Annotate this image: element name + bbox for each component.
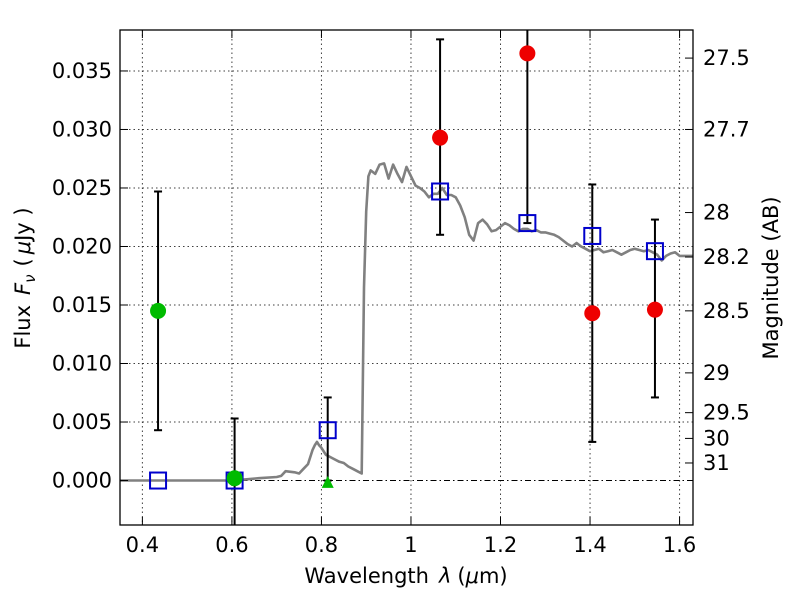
y-tick-label: 0.010 bbox=[52, 352, 112, 376]
grid bbox=[120, 30, 693, 525]
y-tick-label: 0.035 bbox=[52, 59, 112, 83]
y2-tick-label: 28 bbox=[703, 201, 730, 225]
model-spectrum-line bbox=[120, 162, 693, 482]
y-tick-label: 0.000 bbox=[52, 469, 112, 493]
y2-tick-label: 28.5 bbox=[703, 299, 750, 323]
x-tick-label: 1.6 bbox=[663, 533, 696, 557]
y2-tick-label: 29.5 bbox=[703, 401, 750, 425]
y-tick-label: 0.030 bbox=[52, 117, 112, 141]
plot-area bbox=[120, 30, 693, 525]
y-tick-label: 0.020 bbox=[52, 234, 112, 258]
y-tick-label: 0.025 bbox=[52, 176, 112, 200]
optical-flux-point bbox=[226, 470, 243, 487]
y2-tick-label: 27.7 bbox=[703, 117, 750, 141]
x-tick-label: 1.4 bbox=[573, 533, 606, 557]
nir-flux-point bbox=[519, 45, 536, 62]
optical-flux-point bbox=[150, 302, 167, 319]
x-tick-label: 1 bbox=[404, 533, 417, 557]
x-tick-label: 1.2 bbox=[484, 533, 517, 557]
x-tick-label: 0.6 bbox=[215, 533, 248, 557]
x-axis-title: Wavelength λ (μm) bbox=[304, 564, 507, 588]
plot-frame bbox=[119, 29, 694, 526]
y2-tick-label: 29 bbox=[703, 361, 730, 385]
y2-tick-label: 27.5 bbox=[703, 46, 750, 70]
nir-flux-point bbox=[584, 305, 601, 322]
model-flux-square bbox=[645, 242, 664, 261]
y-axis-title: FluxFν(μJy ) bbox=[11, 207, 39, 348]
observed-flux-points bbox=[150, 45, 663, 488]
model-flux-square bbox=[431, 182, 450, 201]
error-bars bbox=[154, 30, 659, 525]
y2-tick-label: 31 bbox=[703, 451, 730, 475]
axis-ticks: 0.4 0.6 0.8 1 1.2 1.4 1.6 0.000 0.005 0.010 0.015 0… bbox=[52, 30, 750, 557]
nir-flux-point bbox=[646, 301, 663, 318]
upper-limit-triangle bbox=[321, 475, 334, 488]
y2-axis-title: Magnitude (AB) bbox=[759, 196, 783, 359]
y2-tick-label: 30 bbox=[703, 426, 730, 450]
model-flux-square bbox=[149, 471, 168, 490]
nir-flux-point bbox=[432, 129, 449, 146]
x-tick-label: 0.8 bbox=[305, 533, 338, 557]
model-flux-square bbox=[318, 421, 337, 440]
model-photometry-points bbox=[149, 182, 664, 490]
x-tick-label: 0.4 bbox=[126, 533, 159, 557]
y2-tick-label: 28.2 bbox=[703, 245, 750, 269]
model-flux-square bbox=[518, 214, 537, 233]
y-tick-label: 0.015 bbox=[52, 293, 112, 317]
model-flux-square bbox=[583, 226, 602, 245]
y-tick-label: 0.005 bbox=[52, 410, 112, 434]
